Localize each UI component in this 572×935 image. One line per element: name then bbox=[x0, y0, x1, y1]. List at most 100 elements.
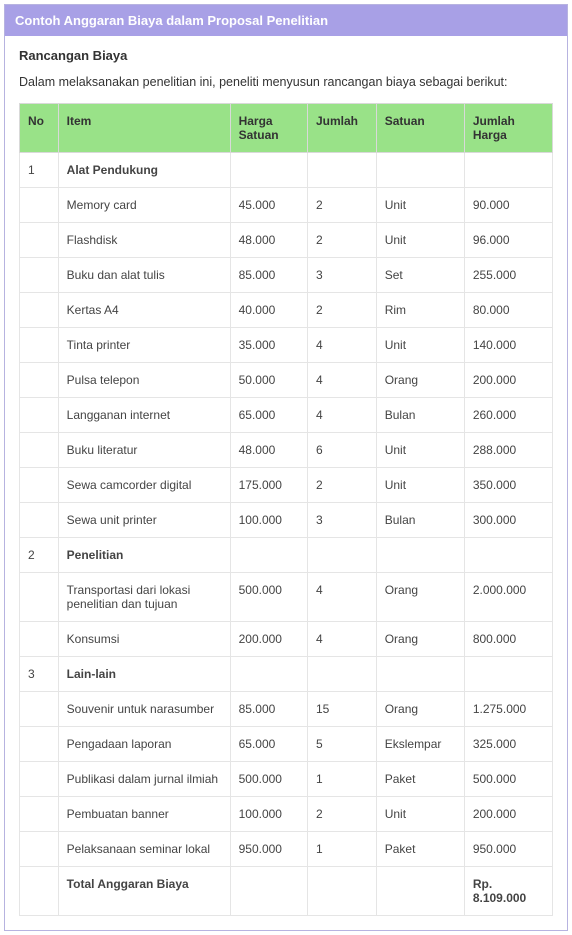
table-row: Buku dan alat tulis85.0003Set255.000 bbox=[20, 258, 553, 293]
cell-no bbox=[20, 258, 59, 293]
cell-no bbox=[20, 503, 59, 538]
cell-harga: 40.000 bbox=[230, 293, 307, 328]
cell-no bbox=[20, 188, 59, 223]
cell-satuan: Rim bbox=[376, 293, 464, 328]
cell-total: 350.000 bbox=[464, 468, 552, 503]
cell-jumlah: 3 bbox=[307, 503, 376, 538]
cell-total: Rp. 8.109.000 bbox=[464, 867, 552, 916]
cell-harga bbox=[230, 657, 307, 692]
cell-item: Tinta printer bbox=[58, 328, 230, 363]
cell-jumlah: 2 bbox=[307, 468, 376, 503]
table-row: Sewa unit printer100.0003Bulan300.000 bbox=[20, 503, 553, 538]
cell-item: Flashdisk bbox=[58, 223, 230, 258]
cell-satuan: Paket bbox=[376, 832, 464, 867]
cell-no bbox=[20, 727, 59, 762]
cell-satuan: Unit bbox=[376, 328, 464, 363]
cell-satuan: Bulan bbox=[376, 503, 464, 538]
panel-title: Contoh Anggaran Biaya dalam Proposal Pen… bbox=[5, 5, 567, 36]
table-header-row: No Item Harga Satuan Jumlah Satuan Jumla… bbox=[20, 104, 553, 153]
table-row: Tinta printer35.0004Unit140.000 bbox=[20, 328, 553, 363]
table-row: Pelaksanaan seminar lokal950.0001Paket95… bbox=[20, 832, 553, 867]
cell-jumlah: 2 bbox=[307, 293, 376, 328]
cell-jumlah: 5 bbox=[307, 727, 376, 762]
cell-satuan: Orang bbox=[376, 622, 464, 657]
cell-item: Kertas A4 bbox=[58, 293, 230, 328]
cell-harga: 48.000 bbox=[230, 223, 307, 258]
table-row: Total Anggaran Biaya Rp. 8.109.000 bbox=[20, 867, 553, 916]
cell-harga: 48.000 bbox=[230, 433, 307, 468]
cell-no bbox=[20, 328, 59, 363]
cell-total: 1.275.000 bbox=[464, 692, 552, 727]
cell-no: 1 bbox=[20, 153, 59, 188]
cell-jumlah: 2 bbox=[307, 797, 376, 832]
cell-satuan: Set bbox=[376, 258, 464, 293]
cell-satuan bbox=[376, 153, 464, 188]
cell-item: Pelaksanaan seminar lokal bbox=[58, 832, 230, 867]
cell-harga bbox=[230, 538, 307, 573]
cell-satuan: Unit bbox=[376, 433, 464, 468]
cell-no bbox=[20, 832, 59, 867]
cell-harga: 45.000 bbox=[230, 188, 307, 223]
cell-harga: 175.000 bbox=[230, 468, 307, 503]
cell-total: 950.000 bbox=[464, 832, 552, 867]
cell-total: 140.000 bbox=[464, 328, 552, 363]
cell-no bbox=[20, 363, 59, 398]
cell-item: Buku dan alat tulis bbox=[58, 258, 230, 293]
table-row: Sewa camcorder digital175.0002Unit350.00… bbox=[20, 468, 553, 503]
table-row: Pembuatan banner100.0002Unit200.000 bbox=[20, 797, 553, 832]
cell-harga: 100.000 bbox=[230, 503, 307, 538]
cell-item: Penelitian bbox=[58, 538, 230, 573]
table-row: 2Penelitian bbox=[20, 538, 553, 573]
cell-jumlah bbox=[307, 657, 376, 692]
cell-no bbox=[20, 797, 59, 832]
panel-body: Rancangan Biaya Dalam melaksanakan penel… bbox=[5, 36, 567, 930]
cell-jumlah: 4 bbox=[307, 328, 376, 363]
cell-item: Langganan internet bbox=[58, 398, 230, 433]
cell-item: Publikasi dalam jurnal ilmiah bbox=[58, 762, 230, 797]
cell-total: 260.000 bbox=[464, 398, 552, 433]
cell-no bbox=[20, 398, 59, 433]
cell-no bbox=[20, 433, 59, 468]
cell-total: 500.000 bbox=[464, 762, 552, 797]
cell-total: 90.000 bbox=[464, 188, 552, 223]
cell-total bbox=[464, 538, 552, 573]
table-row: Pulsa telepon50.0004Orang200.000 bbox=[20, 363, 553, 398]
cell-item: Transportasi dari lokasi penelitian dan … bbox=[58, 573, 230, 622]
cell-item: Lain-lain bbox=[58, 657, 230, 692]
table-row: Memory card45.0002Unit90.000 bbox=[20, 188, 553, 223]
budget-table: No Item Harga Satuan Jumlah Satuan Jumla… bbox=[19, 103, 553, 916]
cell-jumlah: 4 bbox=[307, 622, 376, 657]
cell-harga: 200.000 bbox=[230, 622, 307, 657]
cell-item: Pembuatan banner bbox=[58, 797, 230, 832]
cell-item: Total Anggaran Biaya bbox=[58, 867, 230, 916]
cell-harga bbox=[230, 867, 307, 916]
cell-satuan: Unit bbox=[376, 468, 464, 503]
cell-item: Alat Pendukung bbox=[58, 153, 230, 188]
cell-no bbox=[20, 223, 59, 258]
cell-total: 80.000 bbox=[464, 293, 552, 328]
col-harga-satuan: Harga Satuan bbox=[230, 104, 307, 153]
cell-satuan: Unit bbox=[376, 797, 464, 832]
cell-satuan: Bulan bbox=[376, 398, 464, 433]
cell-jumlah: 4 bbox=[307, 573, 376, 622]
cell-satuan: Paket bbox=[376, 762, 464, 797]
table-row: 3Lain-lain bbox=[20, 657, 553, 692]
table-row: 1Alat Pendukung bbox=[20, 153, 553, 188]
cell-no bbox=[20, 867, 59, 916]
cell-harga: 500.000 bbox=[230, 762, 307, 797]
table-row: Langganan internet65.0004Bulan260.000 bbox=[20, 398, 553, 433]
table-row: Konsumsi200.0004Orang800.000 bbox=[20, 622, 553, 657]
col-item: Item bbox=[58, 104, 230, 153]
col-no: No bbox=[20, 104, 59, 153]
cell-item: Pengadaan laporan bbox=[58, 727, 230, 762]
cell-item: Memory card bbox=[58, 188, 230, 223]
cell-total: 96.000 bbox=[464, 223, 552, 258]
cell-no bbox=[20, 293, 59, 328]
cell-total: 255.000 bbox=[464, 258, 552, 293]
table-row: Buku literatur48.0006Unit288.000 bbox=[20, 433, 553, 468]
cell-jumlah bbox=[307, 867, 376, 916]
cell-total: 288.000 bbox=[464, 433, 552, 468]
cell-jumlah: 2 bbox=[307, 223, 376, 258]
cell-total: 325.000 bbox=[464, 727, 552, 762]
cell-satuan: Unit bbox=[376, 223, 464, 258]
